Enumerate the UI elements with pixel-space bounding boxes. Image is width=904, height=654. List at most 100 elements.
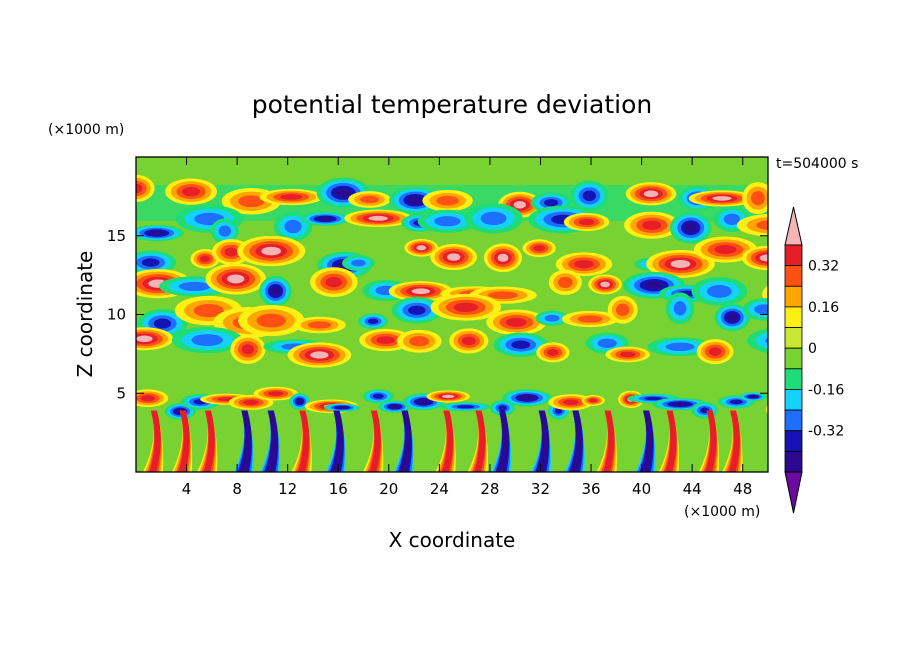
field-plume-16 bbox=[658, 410, 680, 472]
field-plume-18 bbox=[722, 410, 743, 472]
x-tick-label: 4 bbox=[182, 480, 192, 498]
colorbar: 0.32 0.16 0 -0.16 -0.32 bbox=[784, 206, 844, 514]
field-cell-25 bbox=[563, 212, 610, 232]
field-cell-102 bbox=[426, 390, 470, 403]
x-tick-label: 24 bbox=[430, 480, 449, 498]
field-cell-99 bbox=[362, 389, 394, 404]
field-cell-31 bbox=[190, 249, 220, 269]
colorbar-box bbox=[784, 306, 803, 328]
field-cell-38 bbox=[483, 243, 523, 273]
field-cell-26 bbox=[624, 211, 680, 239]
field-plume-1 bbox=[171, 410, 193, 472]
field-plume-12 bbox=[530, 410, 552, 472]
field-cell-14 bbox=[742, 182, 768, 215]
field-plume-5 bbox=[291, 410, 312, 472]
colorbar-label: 0.32 bbox=[808, 259, 839, 275]
colorbar-box bbox=[784, 244, 803, 267]
field-cell-86 bbox=[605, 346, 650, 363]
field-plume-3 bbox=[233, 410, 254, 472]
field-cell-72 bbox=[665, 292, 695, 325]
colorbar-box bbox=[784, 368, 803, 390]
field-cell-104 bbox=[490, 400, 516, 416]
field-cell-11 bbox=[625, 182, 677, 206]
field-cell-79 bbox=[287, 342, 352, 368]
field-cell-58 bbox=[691, 277, 748, 306]
field-cell-71 bbox=[607, 295, 638, 324]
x-unit-label: (×1000 m) bbox=[684, 504, 760, 520]
colorbar-box bbox=[784, 347, 803, 370]
field-plume-13 bbox=[564, 410, 585, 472]
field-cell-108 bbox=[581, 395, 605, 406]
field-cell-64 bbox=[293, 316, 346, 334]
field-plume-15 bbox=[635, 410, 656, 472]
field-cell-75 bbox=[136, 327, 174, 351]
field-cell-33 bbox=[237, 235, 306, 267]
x-tick-label: 40 bbox=[632, 480, 651, 498]
field-cell-51 bbox=[388, 281, 453, 302]
x-tick-label: 48 bbox=[733, 480, 752, 498]
x-tick-label: 32 bbox=[531, 480, 550, 498]
field-cell-44 bbox=[741, 245, 768, 271]
contour-field bbox=[136, 157, 768, 472]
colorbar-label: 0.16 bbox=[808, 300, 839, 316]
field-cell-37 bbox=[430, 243, 477, 271]
field-cell-65 bbox=[358, 313, 388, 330]
field-cell-43 bbox=[693, 236, 758, 263]
colorbar-label: 0 bbox=[808, 341, 817, 357]
field-cell-103 bbox=[440, 402, 491, 412]
field-cell-42 bbox=[646, 249, 715, 278]
field-cell-18 bbox=[273, 211, 313, 242]
field-cell-15 bbox=[136, 224, 184, 242]
x-tick-label: 8 bbox=[232, 480, 242, 498]
field-cell-27 bbox=[669, 211, 712, 244]
field-plume-2 bbox=[196, 410, 218, 472]
field-cell-3 bbox=[259, 188, 323, 206]
colorbar-max-triangle bbox=[784, 206, 803, 246]
field-cell-48 bbox=[259, 275, 292, 307]
field-plume-10 bbox=[467, 410, 488, 472]
field-cell-74 bbox=[742, 298, 768, 321]
field-cell-105 bbox=[502, 389, 552, 407]
y-tick-label: 5 bbox=[116, 384, 126, 402]
field-cell-55 bbox=[588, 274, 622, 295]
field-cell-114 bbox=[739, 392, 767, 402]
x-axis: 4 8 12 16 20 24 28 32 36 40 44 48 bbox=[182, 157, 752, 498]
colorbar-min-triangle bbox=[784, 471, 803, 514]
x-tick-label: 16 bbox=[329, 480, 348, 498]
colorbar-box bbox=[784, 409, 803, 432]
field-cell-35 bbox=[342, 255, 375, 271]
field-cell-17 bbox=[210, 218, 239, 244]
field-plume-11 bbox=[490, 410, 512, 472]
field-cell-88 bbox=[696, 339, 734, 365]
y-axis-label: Z coordinate bbox=[73, 251, 97, 378]
field-cell-90 bbox=[136, 389, 169, 408]
x-tick-label: 44 bbox=[683, 480, 702, 498]
colorbar-label: -0.32 bbox=[808, 424, 844, 440]
field-cell-89 bbox=[747, 328, 768, 353]
field-cell-63 bbox=[238, 304, 305, 337]
field-cell-70 bbox=[561, 310, 619, 328]
field-cell-83 bbox=[493, 332, 548, 357]
field-cell-81 bbox=[396, 329, 442, 353]
field-cell-1 bbox=[165, 178, 218, 205]
field-cell-23 bbox=[464, 203, 523, 234]
field-cell-76 bbox=[171, 326, 243, 354]
field-cell-67 bbox=[430, 293, 502, 321]
field-cell-29 bbox=[736, 213, 768, 237]
x-tick-label: 12 bbox=[278, 480, 297, 498]
field-cell-40 bbox=[555, 252, 613, 277]
time-label: t=504000 s bbox=[776, 156, 858, 172]
colorbar-box bbox=[784, 327, 803, 349]
field-cell-6 bbox=[389, 186, 442, 214]
y-tick-label: 15 bbox=[107, 227, 126, 245]
colorbar-box bbox=[784, 285, 803, 308]
field-cell-66 bbox=[391, 296, 443, 324]
x-axis-label: X coordinate bbox=[389, 528, 516, 552]
colorbar-label: -0.16 bbox=[808, 382, 844, 398]
field-plume-0 bbox=[142, 410, 164, 472]
field-cell-77 bbox=[230, 334, 266, 364]
chart-title: potential temperature deviation bbox=[252, 90, 652, 119]
field-cell-47 bbox=[205, 263, 266, 295]
field-cell-13 bbox=[688, 190, 756, 207]
field-cell-98 bbox=[324, 403, 360, 412]
